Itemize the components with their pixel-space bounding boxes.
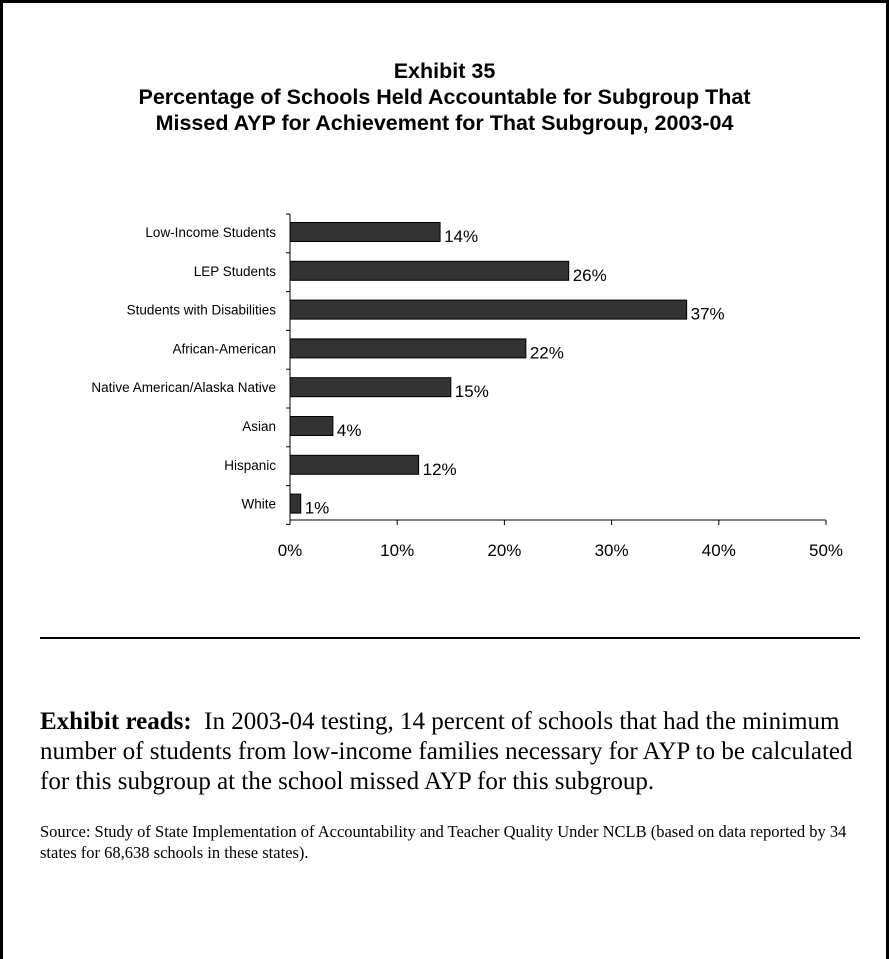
bar — [289, 416, 334, 436]
exhibit-reads-text: In 2003-04 testing, 14 percent of school… — [40, 708, 853, 795]
data-label: 1% — [305, 499, 330, 518]
data-label: 4% — [337, 421, 362, 440]
data-label: 14% — [444, 227, 478, 246]
x-tick-label: 40% — [702, 541, 736, 560]
category-label: Native American/Alaska Native — [91, 380, 276, 395]
bar — [289, 260, 570, 281]
bar — [289, 222, 441, 242]
x-tick-label: 20% — [487, 541, 521, 560]
data-label: 15% — [455, 382, 489, 401]
category-label: Asian — [242, 419, 276, 434]
source-note: Source: Study of State Implementation of… — [40, 822, 847, 862]
exhibit-reads-label: Exhibit reads: — [40, 708, 192, 735]
bar-chart: 0% 10% 20% 30% 40% 50% Low-Income Students 14% L… — [91, 213, 843, 560]
data-label: 26% — [573, 266, 607, 285]
category-label: Students with Disabilities — [127, 303, 277, 318]
exhibit-number: Exhibit 35 — [393, 59, 496, 83]
data-label: 37% — [691, 305, 725, 324]
bar — [289, 338, 527, 359]
category-label: African-American — [172, 341, 276, 356]
chart-title-line-2: Missed AYP for Achievement for That Subg… — [155, 111, 734, 135]
x-tick-label: 10% — [380, 541, 414, 560]
x-tick-label: 0% — [278, 541, 303, 560]
category-label: Hispanic — [224, 458, 276, 473]
data-label: 22% — [530, 343, 564, 362]
data-label: 12% — [423, 460, 457, 479]
category-label: Low-Income Students — [145, 225, 276, 240]
exhibit-title-block: Exhibit 35 Percentage of Schools Held Ac… — [0, 58, 889, 136]
bar — [289, 454, 420, 475]
chart-title-line-1: Percentage of Schools Held Accountable f… — [138, 85, 751, 109]
bar — [289, 299, 688, 320]
divider-rule — [40, 637, 860, 639]
category-label: White — [241, 497, 276, 512]
bar — [289, 493, 302, 514]
x-tick-label: 50% — [809, 541, 843, 560]
category-label: LEP Students — [194, 264, 277, 279]
exhibit-reads: Exhibit reads: In 2003-04 testing, 14 pe… — [40, 707, 860, 797]
x-tick-label: 30% — [595, 541, 629, 560]
bar — [289, 377, 452, 398]
